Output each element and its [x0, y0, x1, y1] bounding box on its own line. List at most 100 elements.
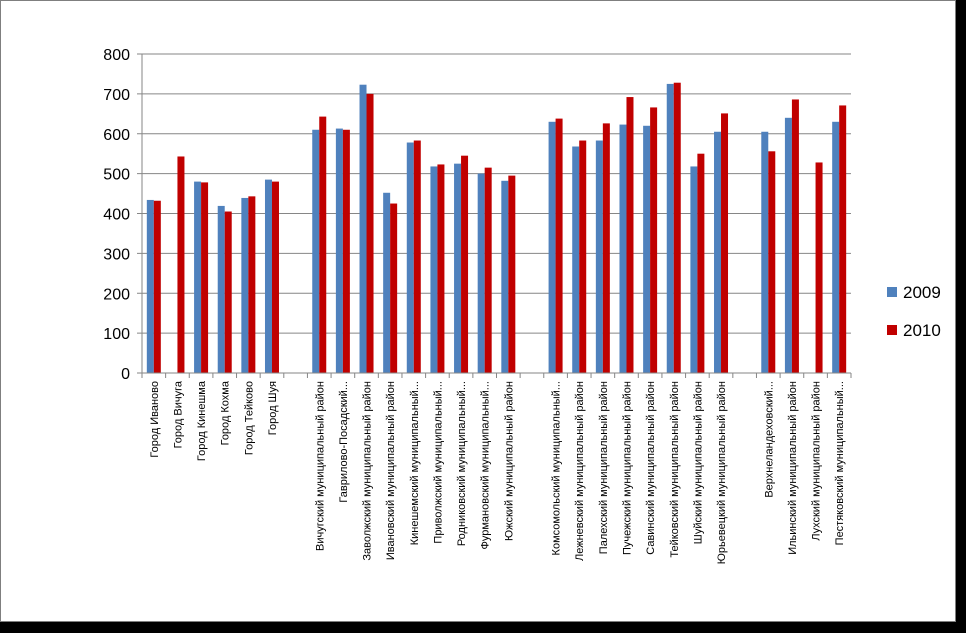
bar-2009 [241, 197, 249, 373]
y-axis-ticks: 0 100 200 300 400 500 600 700 800 [103, 47, 142, 383]
bar-2010 [697, 153, 705, 373]
bar-2009 [832, 121, 840, 373]
x-tick-label: Палехский муниципальный район [598, 381, 610, 554]
bar-2009 [477, 173, 485, 374]
bar-2010 [224, 211, 232, 373]
bar-2010 [508, 175, 516, 373]
bar-2010 [461, 155, 469, 373]
bar-2010 [579, 140, 587, 373]
bar-2009 [619, 124, 627, 373]
bar-2009 [312, 129, 320, 373]
bar-2009 [383, 192, 391, 373]
x-tick-label: Южский муниципальный район [503, 381, 515, 541]
x-tick-label: Лежневский муниципальный район [574, 381, 586, 561]
x-tick-label: Город Шуя [267, 381, 279, 435]
legend-label-2010: 2010 [903, 321, 941, 340]
y-tick-label: 600 [103, 127, 130, 144]
legend-swatch-2009 [887, 287, 897, 297]
y-tick-label: 700 [103, 87, 130, 104]
bar-2009 [784, 117, 792, 373]
bar-2010 [791, 99, 799, 374]
x-tick-label: Город Кинешма [196, 380, 208, 461]
bar-2010 [271, 181, 279, 373]
chart-frame: 0 100 200 300 400 500 600 700 800 Город Иваново Г… [0, 0, 956, 622]
bar-2010 [721, 113, 729, 373]
bar-2010 [413, 140, 421, 373]
bar-2010 [248, 196, 256, 373]
x-tick-label: Родниковский муниципальный... [456, 381, 468, 546]
bar-2010 [153, 200, 161, 373]
y-tick-label: 400 [103, 207, 130, 224]
x-tick-label: Тейковский муниципальный район [669, 381, 681, 558]
bar-2010 [815, 162, 823, 373]
legend-swatch-2010 [887, 325, 897, 335]
bar-2009 [501, 180, 509, 373]
gridlines [142, 53, 851, 334]
y-tick-label: 200 [103, 286, 130, 303]
x-tick-label: Город Вичуга [172, 380, 184, 448]
x-tick-label: Приволжский муниципальный... [432, 381, 444, 544]
x-tick-label: Заволжский муниципальный район [362, 381, 374, 561]
x-tick-label: Савинский муниципальный район [645, 381, 657, 555]
bar-2009 [335, 128, 343, 373]
bar-2009 [690, 166, 698, 373]
bar-2009 [454, 163, 462, 373]
bar-2010 [319, 116, 327, 373]
bar-2010 [177, 156, 185, 373]
x-tick-label: Город Иваново [149, 381, 161, 458]
x-tick-label: Вичугский муниципальный район [314, 381, 326, 551]
bar-2009 [217, 205, 225, 373]
bar-2010 [366, 93, 374, 374]
bar-2010 [768, 151, 776, 373]
x-tick-label: Ильинский муниципальный район [787, 381, 799, 555]
bar-2009 [572, 146, 580, 373]
bar-2009 [146, 199, 154, 373]
x-tick-label: Шуйский муниципальный район [692, 381, 704, 544]
bar-2010 [484, 167, 492, 373]
x-tick-label: Пучежский муниципальный район [621, 381, 633, 555]
bar-2010 [390, 203, 398, 373]
y-tick-label: 800 [103, 47, 130, 64]
bar-2009 [406, 142, 414, 373]
bar-2009 [714, 131, 722, 373]
y-tick-label: 0 [121, 366, 130, 383]
bar-2010 [673, 82, 681, 374]
x-tick-label: Город Тейково [243, 381, 255, 455]
x-tick-label: Лухский муниципальный район [811, 381, 823, 541]
bar-2010 [555, 118, 563, 373]
bar-2010 [839, 105, 847, 373]
bar-2009 [359, 84, 367, 373]
x-tick-label: Верхнеландеховский... [763, 381, 775, 498]
x-tick-label: Комсомольский муниципальный... [551, 381, 563, 555]
bar-2009 [761, 131, 769, 373]
x-tick-label: Гаврилово-Посадский... [338, 381, 350, 503]
bar-2009 [666, 83, 674, 373]
x-axis-labels: Город Иваново Город Вичуга Город Кинешма Го… [149, 380, 846, 564]
x-tick-label: Ивановский муниципальный район [385, 381, 397, 560]
bar-2009 [548, 121, 556, 373]
bar-2010 [437, 164, 445, 373]
bar-2010 [626, 97, 634, 373]
bars [146, 82, 847, 374]
bar-2010 [342, 129, 350, 373]
legend-label-2009: 2009 [903, 283, 941, 302]
bar-2009 [430, 166, 438, 373]
x-tick-label: Пестяковский муниципальный... [834, 381, 846, 545]
axes [141, 54, 852, 378]
bar-2009 [264, 179, 272, 373]
x-tick-label: Город Кохма [220, 380, 232, 445]
x-tick-label: Кинешемский муниципальный... [409, 381, 421, 545]
y-tick-label: 100 [103, 326, 130, 343]
bar-2009 [595, 140, 603, 373]
y-tick-label: 500 [103, 167, 130, 184]
x-tick-label: Юрьевецкий муниципальный район [716, 381, 728, 564]
bar-2010 [602, 123, 610, 373]
bar-2010 [650, 107, 658, 374]
x-tick-label: Фурмановский муниципальный... [480, 381, 492, 549]
bar-2009 [643, 125, 651, 373]
legend: 2009 2010 [887, 283, 941, 340]
y-tick-label: 300 [103, 246, 130, 263]
bar-2010 [201, 182, 209, 373]
bar-2009 [194, 181, 202, 373]
